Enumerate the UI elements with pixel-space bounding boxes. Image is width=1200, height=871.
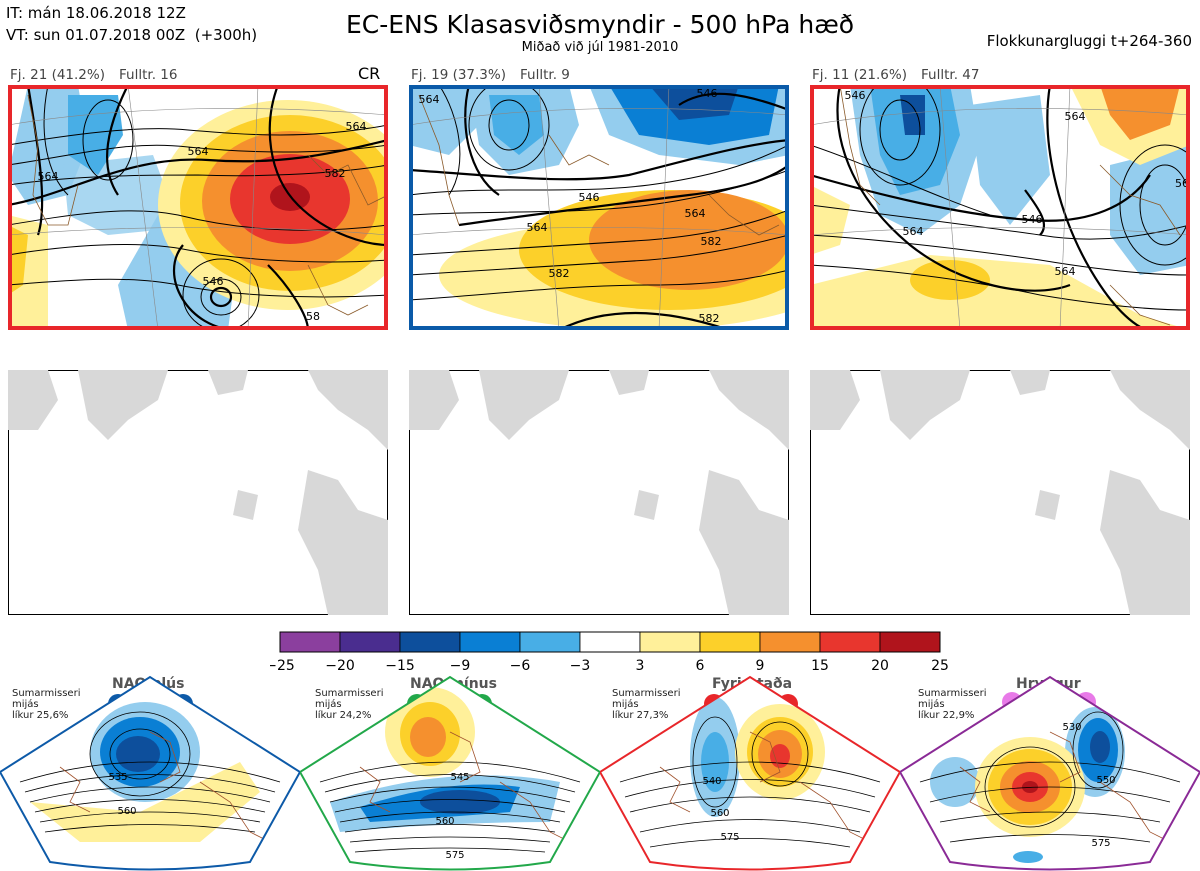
regime-1-info: Sumarmisseri mijás líkur 25,6% — [12, 688, 81, 721]
colorbar-tick-label: −6 — [510, 658, 531, 674]
colorbar-tick-label: −20 — [325, 658, 355, 674]
contour-label: 56 — [1175, 177, 1189, 190]
regime-contour-label: 575 — [720, 832, 739, 843]
contour-label: 58 — [306, 310, 320, 323]
contour-label: 564 — [188, 145, 209, 158]
colorbar-tick-label: −3 — [570, 658, 591, 674]
clustering-window: Flokkunargluggi t+264-360 — [986, 32, 1192, 50]
colorbar-tick-label: −25 — [270, 658, 295, 674]
colorbar-swatch — [819, 631, 881, 653]
colorbar-swatch — [759, 631, 821, 653]
colorbar-swatch — [399, 631, 461, 653]
contour-label: 546 — [845, 89, 866, 102]
colorbar-swatch — [879, 631, 941, 653]
base-map-2 — [409, 370, 789, 615]
cluster-border — [409, 85, 789, 330]
initial-time: IT: mán 18.06.2018 12Z — [6, 4, 186, 22]
regime-2-info: Sumarmisseri mijás líkur 24,2% — [315, 688, 384, 721]
panel-1-label: Fj. 21 (41.2%) Fulltr. 16 — [10, 67, 178, 83]
contour-label: 582 — [699, 312, 720, 325]
regime-contour-label: 560 — [117, 806, 136, 817]
regime-4-map: 530 550 575 — [900, 675, 1200, 871]
contour-label: 564 — [527, 221, 548, 234]
base-map-1 — [8, 370, 388, 615]
contour-label: 546 — [1022, 213, 1043, 226]
colorbar-tick-label: 3 — [636, 658, 645, 674]
contour-label: 564 — [346, 120, 367, 133]
anomaly-colorbar: −25 −20 −15 −9 −6 −3 3 6 9 15 20 25 — [270, 631, 949, 674]
contour-label: 582 — [701, 235, 722, 248]
panel-3-label: Fj. 11 (21.6%) Fulltr. 47 — [812, 67, 980, 83]
panel-2-label: Fj. 19 (37.3%) Fulltr. 9 — [411, 67, 570, 83]
cluster-map-1: 564 564 582 546 564 58 — [8, 85, 388, 330]
regime-contour-label: 545 — [450, 772, 469, 783]
regime-3-info: Sumarmisseri mijás líkur 27,3% — [612, 688, 681, 721]
cluster-border — [8, 85, 388, 330]
page-subtitle: Miðað við júl 1981-2010 — [521, 40, 679, 55]
colorbar-swatch — [639, 631, 701, 653]
regime-contour-label: 535 — [108, 772, 127, 783]
cluster-map-3: 546 564 546 564 564 56 — [810, 85, 1190, 330]
regime-3-map: 540 560 575 — [600, 675, 900, 871]
contour-label: 564 — [1065, 110, 1086, 123]
base-map-3 — [810, 370, 1190, 615]
cluster-border — [810, 85, 1190, 330]
regime-contour-label: 575 — [1091, 838, 1110, 849]
colorbar-tick-label: 25 — [931, 658, 949, 674]
colorbar-swatch — [579, 631, 641, 653]
colorbar-tick-label: 9 — [756, 658, 765, 674]
regime-contour-label: 550 — [1096, 775, 1115, 786]
contour-label: 546 — [697, 87, 718, 100]
panel-1-mark: CR — [358, 64, 381, 83]
colorbar-swatch — [519, 631, 581, 653]
colorbar-swatch — [699, 631, 761, 653]
contour-label: 564 — [903, 225, 924, 238]
regime-2-map: 545 560 575 — [300, 675, 600, 871]
regime-contour-label: 530 — [1062, 722, 1081, 733]
colorbar-swatch — [279, 631, 341, 653]
colorbar-swatch — [339, 631, 401, 653]
colorbar-swatch — [459, 631, 521, 653]
contour-label: 564 — [419, 93, 440, 106]
colorbar-tick-label: 15 — [811, 658, 829, 674]
contour-label: 582 — [325, 167, 346, 180]
colorbar-tick-label: −15 — [385, 658, 415, 674]
regime-4-info: Sumarmisseri mijás líkur 22,9% — [918, 688, 987, 721]
contour-label: 582 — [549, 267, 570, 280]
regime-contour-label: 560 — [710, 808, 729, 819]
contour-label: 546 — [579, 191, 600, 204]
cluster-map-2: 564 546 564 564 582 582 582 546 — [409, 85, 789, 330]
contour-label: 564 — [1055, 265, 1076, 278]
contour-label: 546 — [203, 275, 224, 288]
colorbar-tick-label: 20 — [871, 658, 889, 674]
contour-label: 564 — [685, 207, 706, 220]
page-title: EC-ENS Klasasviðsmyndir - 500 hPa hæð — [345, 10, 855, 39]
regime-contour-label: 560 — [435, 816, 454, 827]
colorbar-tick-label: −9 — [450, 658, 471, 674]
regime-contour-label: 575 — [445, 850, 464, 861]
valid-time: VT: sun 01.07.2018 00Z (+300h) — [6, 26, 258, 44]
regime-contour-label: 540 — [702, 776, 721, 787]
regime-1-map: 535 560 — [0, 675, 300, 871]
contour-label: 564 — [38, 170, 59, 183]
colorbar-tick-label: 6 — [696, 658, 705, 674]
